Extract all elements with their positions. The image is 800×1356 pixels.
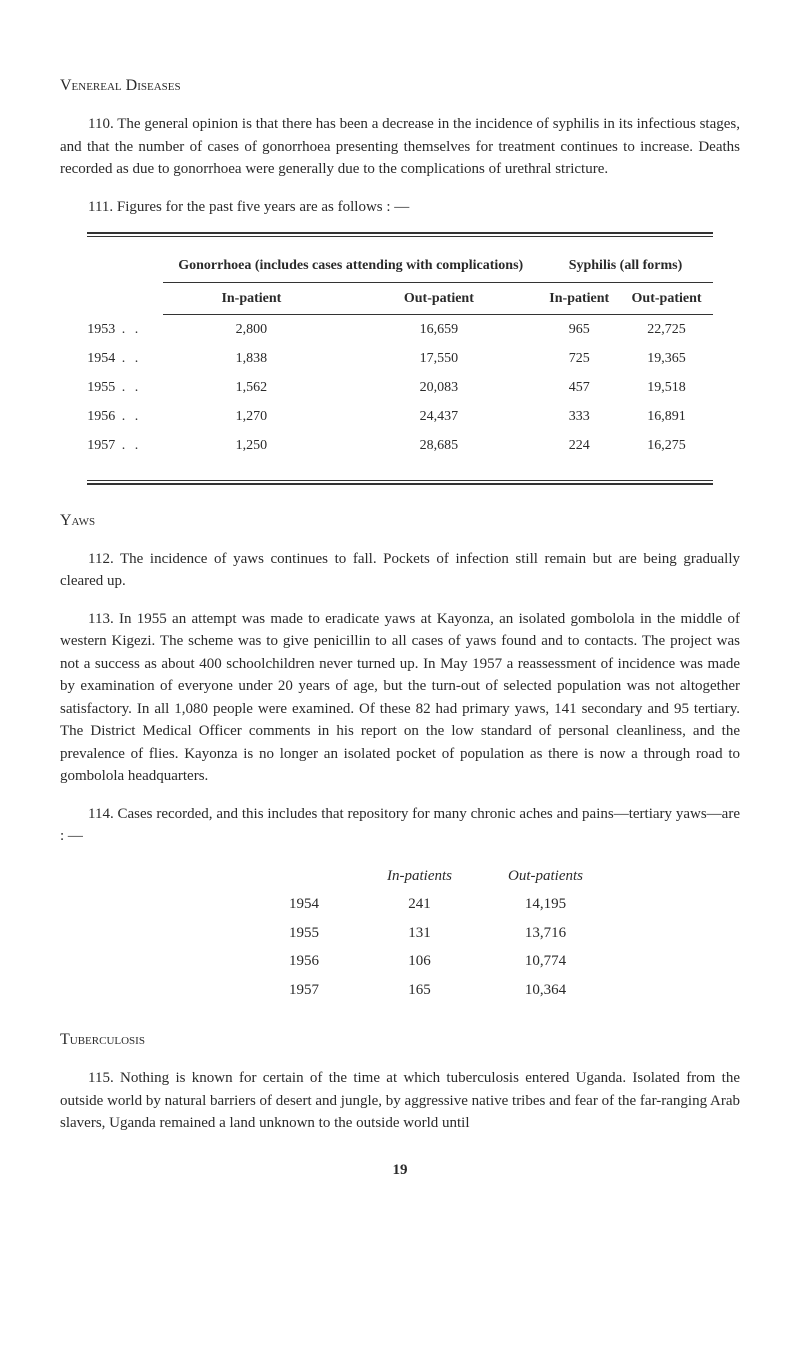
outpatients-header: Out-patients: [480, 862, 611, 891]
table-row: 1957 1,250 28,685 224 16,275: [87, 431, 713, 460]
para-113: 113. In 1955 an attempt was made to erad…: [60, 608, 740, 788]
para-115: 115. Nothing is known for certain of the…: [60, 1067, 740, 1135]
table-row: 1957 165 10,364: [189, 976, 611, 1005]
data-cell: 965: [538, 314, 620, 344]
year-cell: 1954: [189, 890, 359, 919]
data-cell: 24,437: [340, 402, 539, 431]
year-cell: 1955: [87, 373, 163, 402]
para-111: 111. Figures for the past five years are…: [60, 196, 740, 219]
table-row: 1955 131 13,716: [189, 919, 611, 948]
syph-outpatient-header: Out-patient: [620, 282, 713, 314]
year-cell: 1953: [87, 314, 163, 344]
data-cell: 725: [538, 344, 620, 373]
table-row: 1954 1,838 17,550 725 19,365: [87, 344, 713, 373]
year-cell: 1956: [87, 402, 163, 431]
table-bottom-double-rule: [87, 480, 713, 485]
empty-header: [189, 862, 359, 891]
yaws-stats-table: In-patients Out-patients 1954 241 14,195…: [189, 862, 611, 1005]
para-110: 110. The general opinion is that there h…: [60, 113, 740, 181]
year-cell: 1956: [189, 947, 359, 976]
year-cell: 1955: [189, 919, 359, 948]
table-sub-header-row: In-patient Out-patient In-patient Out-pa…: [87, 282, 713, 314]
data-cell: 17,550: [340, 344, 539, 373]
data-cell: 106: [359, 947, 480, 976]
gonorrhoea-group-header: Gonorrhoea (includes cases attending wit…: [163, 253, 538, 282]
table-row: 1956 106 10,774: [189, 947, 611, 976]
data-cell: 10,364: [480, 976, 611, 1005]
data-cell: 19,518: [620, 373, 713, 402]
table-row: 1953 2,800 16,659 965 22,725: [87, 314, 713, 344]
data-cell: 2,800: [163, 314, 339, 344]
data-cell: 131: [359, 919, 480, 948]
year-cell: 1957: [87, 431, 163, 460]
data-cell: 1,270: [163, 402, 339, 431]
gon-inpatient-header: In-patient: [163, 282, 339, 314]
gon-outpatient-header: Out-patient: [340, 282, 539, 314]
data-cell: 165: [359, 976, 480, 1005]
data-cell: 1,838: [163, 344, 339, 373]
syphilis-group-header: Syphilis (all forms): [538, 253, 713, 282]
data-cell: 333: [538, 402, 620, 431]
data-cell: 10,774: [480, 947, 611, 976]
data-cell: 457: [538, 373, 620, 402]
year-cell: 1957: [189, 976, 359, 1005]
data-cell: 14,195: [480, 890, 611, 919]
data-cell: 1,250: [163, 431, 339, 460]
data-cell: 241: [359, 890, 480, 919]
tuberculosis-heading: Tuberculosis: [60, 1028, 740, 1052]
para-112: 112. The incidence of yaws continues to …: [60, 548, 740, 593]
table-row: 1956 1,270 24,437 333 16,891: [87, 402, 713, 431]
para-114: 114. Cases recorded, and this includes t…: [60, 803, 740, 848]
venereal-heading: Venereal Diseases: [60, 74, 740, 98]
data-cell: 16,891: [620, 402, 713, 431]
data-cell: 1,562: [163, 373, 339, 402]
table-top-double-rule: [87, 232, 713, 237]
page-number: 19: [60, 1159, 740, 1182]
year-cell: 1954: [87, 344, 163, 373]
data-cell: 19,365: [620, 344, 713, 373]
empty-header: [87, 253, 163, 282]
data-cell: 22,725: [620, 314, 713, 344]
simple-table-header-row: In-patients Out-patients: [189, 862, 611, 891]
data-cell: 224: [538, 431, 620, 460]
data-cell: 13,716: [480, 919, 611, 948]
data-cell: 16,659: [340, 314, 539, 344]
table-row: 1954 241 14,195: [189, 890, 611, 919]
data-cell: 28,685: [340, 431, 539, 460]
vd-stats-table: Gonorrhoea (includes cases attending wit…: [87, 253, 713, 460]
empty-subheader: [87, 282, 163, 314]
data-cell: 16,275: [620, 431, 713, 460]
syph-inpatient-header: In-patient: [538, 282, 620, 314]
table-row: 1955 1,562 20,083 457 19,518: [87, 373, 713, 402]
data-cell: 20,083: [340, 373, 539, 402]
inpatients-header: In-patients: [359, 862, 480, 891]
table-group-header-row: Gonorrhoea (includes cases attending wit…: [87, 253, 713, 282]
yaws-heading: Yaws: [60, 509, 740, 533]
